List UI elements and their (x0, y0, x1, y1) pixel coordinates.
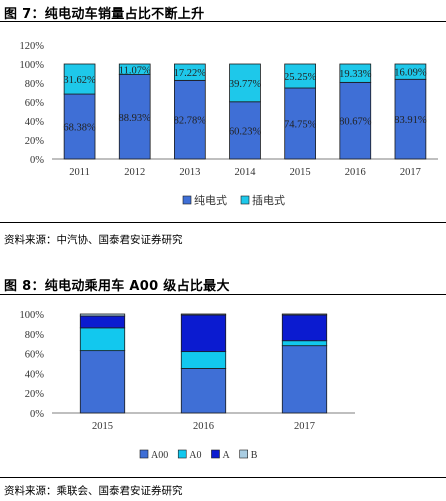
y-tick-label: 0% (30, 155, 44, 166)
data-label: 39.77% (229, 79, 262, 90)
x-tick-label: 2017 (400, 167, 421, 178)
data-label: 60.23% (229, 126, 262, 137)
bar-segment (284, 63, 316, 89)
bar-segment (174, 79, 206, 160)
bar-segment (180, 368, 227, 414)
y-tick-label: 100% (20, 310, 45, 321)
x-tick-label: 2015 (290, 167, 311, 178)
x-tick-label: 2016 (345, 167, 366, 178)
x-tick-label: 2013 (179, 167, 200, 178)
figure-7-title-rule (0, 21, 446, 22)
bar-segment (281, 314, 328, 342)
bar-segment (174, 63, 206, 81)
x-tick-label: 2017 (294, 421, 315, 432)
data-label: 83.91% (394, 115, 427, 126)
x-tick-label: 2011 (69, 167, 90, 178)
bar-segment (118, 63, 151, 75)
y-tick-label: 40% (25, 117, 45, 128)
bar-segment (79, 313, 126, 317)
y-tick-label: 20% (25, 136, 45, 147)
bar-segment (394, 78, 427, 160)
bar-segment (281, 345, 328, 414)
bar-segment (63, 93, 96, 160)
y-tick-label: 60% (25, 98, 45, 109)
chart-8-svg: 0% 20% 40% 60% 80% 100% 2015 2016 2017 A00 A0 A B (20, 310, 355, 461)
data-label: 16.09% (394, 68, 427, 79)
figure-7-source: 资料来源：中汽协、国泰君安证券研究 (4, 234, 183, 246)
legend-label: A (222, 450, 230, 461)
bar-segment (394, 63, 427, 80)
bar-segment (339, 81, 372, 160)
legend-swatch (240, 195, 250, 205)
figure-7-title: 图 7：纯电动车销量占比不断上升 (4, 7, 205, 22)
y-tick-label: 80% (25, 330, 45, 341)
x-tick-label: 2014 (235, 167, 257, 178)
bar-segment (229, 101, 261, 160)
data-label: 25.25% (284, 72, 317, 83)
legend-swatch (139, 449, 149, 459)
bar-segment (229, 63, 261, 103)
data-label: 68.38% (63, 123, 96, 134)
data-label: 31.62% (63, 75, 96, 86)
y-tick-label: 100% (20, 60, 45, 71)
figure-8-bottom-rule (0, 477, 446, 478)
bar-segment (281, 313, 328, 316)
data-label: 88.93% (119, 113, 152, 124)
legend-label: 纯电式 (194, 194, 227, 207)
bar-segment (339, 63, 372, 83)
data-label: 74.75% (284, 119, 317, 130)
bar-segment (79, 327, 126, 352)
x-tick-label: 2016 (193, 421, 214, 432)
figure-8-title-rule (0, 294, 446, 295)
y-tick-label: 20% (25, 389, 45, 400)
y-tick-label: 60% (25, 350, 45, 361)
legend-label: B (251, 450, 258, 461)
y-tick-label: 80% (25, 79, 45, 90)
bar-segment (63, 63, 96, 95)
legend-swatch (177, 449, 187, 459)
y-tick-label: 0% (30, 409, 44, 420)
figure-8-title: 图 8：纯电动乘用车 A00 级占比最大 (4, 279, 230, 294)
bar-segment (281, 340, 328, 347)
y-tick-label: 40% (25, 369, 45, 380)
bar-segment (79, 315, 126, 329)
legend-swatch (239, 449, 249, 459)
bar-segment (180, 351, 227, 369)
bar-segment (180, 313, 227, 316)
legend-swatch (182, 195, 192, 205)
data-label: 11.07% (119, 65, 151, 76)
y-tick-label: 120% (20, 41, 45, 52)
data-label: 82.78% (174, 116, 207, 127)
legend-label: 插电式 (252, 193, 285, 207)
figure-7-bottom-rule (0, 222, 446, 223)
legend-swatch (211, 449, 220, 459)
figure-8-source: 资料来源：乘联会、国泰君安证券研究 (4, 485, 183, 497)
legend-label: A0 (189, 450, 201, 461)
data-label: 17.22% (174, 68, 207, 79)
bar-segment (284, 87, 316, 160)
x-tick-label: 2015 (92, 421, 113, 432)
legend-label: A00 (151, 450, 168, 461)
data-label: 80.67% (339, 117, 372, 128)
bar-segment (180, 314, 227, 353)
chart-7-svg: 0% 20% 40% 60% 80% 100% 120% 68.38% 31.62% 2011 88… (20, 41, 438, 207)
x-tick-label: 2012 (124, 167, 145, 178)
bar-segment (79, 350, 126, 414)
data-label: 19.33% (339, 69, 372, 80)
